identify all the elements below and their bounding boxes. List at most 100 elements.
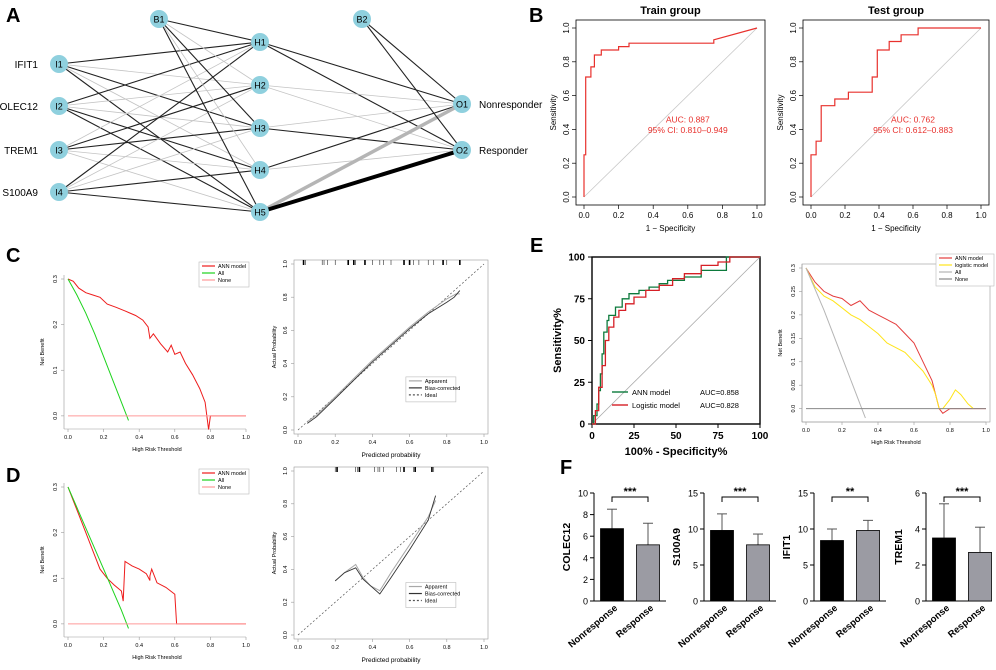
series-all bbox=[67, 486, 129, 629]
dca-dca_c: 0.0 0.2 0.4 0.6 0.8 1.0 0.0 0.1 0.2 0.3 High Risk … bbox=[40, 275, 250, 453]
legend-auc: AUC=0.858 bbox=[700, 388, 739, 397]
y-tick-label: 10 bbox=[798, 525, 808, 535]
y-tick-label: 0.0 bbox=[789, 191, 798, 203]
y-axis-label: Sensitivity bbox=[776, 94, 785, 130]
significance-stars: *** bbox=[956, 486, 970, 498]
network-edge bbox=[158, 18, 261, 86]
diagonal-reference bbox=[591, 256, 761, 425]
x-tick-label: 0.0 bbox=[294, 440, 302, 446]
y-tick-label: 0.2 bbox=[791, 311, 797, 319]
x-tick-label: 0.4 bbox=[648, 211, 660, 220]
chart-title: Test group bbox=[868, 5, 924, 17]
bias-corrected-curve bbox=[334, 495, 437, 595]
x-tick-label: 0.6 bbox=[406, 440, 414, 446]
legend-label: Ideal bbox=[425, 393, 437, 399]
network-panel: I1 IFIT1 I2 COLEC12 I3 TREM1 I4 S100A9 H1 H2 H3 H4 H… bbox=[0, 10, 543, 221]
network-edge bbox=[58, 41, 261, 193]
y-tick-label: 0.2 bbox=[283, 393, 289, 401]
x-tick-label: 0.0 bbox=[64, 643, 72, 649]
panel-label-f: F bbox=[560, 457, 572, 479]
y-axis-label: Actual Probability bbox=[272, 532, 278, 575]
network-edge bbox=[58, 84, 261, 193]
legend-label: All bbox=[218, 478, 224, 484]
x-category-label: Response bbox=[724, 603, 766, 641]
bar-nonresponse bbox=[820, 540, 844, 602]
network-edge bbox=[58, 41, 261, 65]
x-tick-label: 0.4 bbox=[369, 645, 377, 651]
output-node-label: O2 bbox=[456, 146, 468, 156]
significance-bracket bbox=[943, 496, 981, 502]
y-tick-label: 0.0 bbox=[562, 191, 571, 203]
y-tick-label: 0.2 bbox=[53, 529, 59, 537]
network-edge bbox=[259, 84, 463, 151]
apparent-curve bbox=[334, 500, 437, 592]
legend-auc: AUC=0.828 bbox=[700, 401, 739, 410]
network-edge bbox=[259, 84, 463, 105]
hidden-node-circle bbox=[251, 119, 269, 137]
series-ann-model bbox=[67, 278, 246, 430]
x-tick-label: 0.6 bbox=[682, 211, 694, 220]
x-tick-label: 1.0 bbox=[751, 211, 763, 220]
hidden-node-label: H4 bbox=[254, 166, 266, 176]
x-tick-label: 0.4 bbox=[135, 643, 143, 649]
bias-node-label: B1 bbox=[153, 15, 164, 25]
panel-label-d: D bbox=[6, 465, 20, 487]
auc-annotation: AUC: 0.887 bbox=[666, 115, 710, 125]
input-node-circle bbox=[50, 183, 68, 201]
y-tick-label: 0.0 bbox=[283, 631, 289, 639]
y-tick-label: 1.0 bbox=[283, 260, 289, 268]
x-tick-label: 1.0 bbox=[975, 211, 987, 220]
y-tick-label: 0 bbox=[583, 597, 588, 607]
x-axis-label: Predicted probability bbox=[362, 452, 422, 459]
bias-node-circle bbox=[150, 10, 168, 28]
auc-annotation: AUC: 0.762 bbox=[891, 115, 935, 125]
y-tick-label: 0.2 bbox=[53, 321, 59, 329]
network-edge bbox=[259, 102, 463, 214]
x-tick-label: 0.0 bbox=[294, 645, 302, 651]
y-tick-label: 0 bbox=[579, 420, 585, 431]
legend-label: Bias-corrected bbox=[425, 592, 460, 598]
network-edge bbox=[158, 18, 261, 129]
x-category-label: Response bbox=[946, 603, 988, 641]
y-tick-label: 6 bbox=[915, 489, 920, 499]
x-tick-label: 100 bbox=[752, 431, 769, 442]
series-all bbox=[805, 267, 866, 419]
bar-nonresponse bbox=[710, 530, 734, 602]
input-node-label: I2 bbox=[55, 102, 63, 112]
y-tick-label: 15 bbox=[688, 489, 698, 499]
hidden-node-label: H5 bbox=[254, 208, 266, 218]
x-tick-label: 0.6 bbox=[171, 643, 179, 649]
legend-label: Bias-corrected bbox=[425, 386, 460, 392]
x-tick-label: 0.8 bbox=[941, 211, 953, 220]
x-tick-label: 0.2 bbox=[100, 435, 108, 441]
legend-label: None bbox=[218, 278, 231, 284]
input-feature-label: IFIT1 bbox=[15, 60, 39, 71]
y-tick-label: 0.8 bbox=[789, 56, 798, 68]
x-category-label: Nonresponse bbox=[898, 603, 952, 650]
x-category-label: Nonresponse bbox=[786, 603, 840, 650]
bar-nonresponse bbox=[600, 528, 624, 602]
roc-roc_train: 0.0 0.0 0.2 0.2 0.4 0.4 0.6 0.6 0.8 0.8 1.0 1.0 Trai… bbox=[549, 5, 766, 233]
bar-response bbox=[746, 544, 770, 602]
x-tick-label: 0.8 bbox=[207, 643, 215, 649]
y-tick-label: 0.8 bbox=[562, 56, 571, 68]
x-category-label: Nonresponse bbox=[676, 603, 730, 650]
network-edge bbox=[361, 18, 463, 105]
x-axis-label: 1 − Specificity bbox=[646, 224, 696, 233]
y-tick-label: 0.2 bbox=[283, 598, 289, 606]
y-tick-label: 8 bbox=[583, 510, 588, 520]
series-ann-model bbox=[805, 267, 986, 414]
y-axis-label: Net Benefit bbox=[40, 546, 46, 574]
roc-roc_test: 0.0 0.0 0.2 0.2 0.4 0.4 0.6 0.6 0.8 0.8 1.0 1.0 Test… bbox=[776, 5, 990, 233]
input-node-circle bbox=[50, 97, 68, 115]
y-tick-label: 15 bbox=[798, 489, 808, 499]
network-edge bbox=[58, 105, 261, 213]
chart-title: Train group bbox=[640, 5, 701, 17]
y-tick-label: 100 bbox=[568, 253, 585, 264]
dca-dca_e: 0.0 0.2 0.4 0.6 0.8 1.0 0.0 0.05 0.1 0.15 0.2 0.25 0… bbox=[778, 263, 991, 446]
plot-frame bbox=[801, 263, 991, 423]
legend-label: ANN model bbox=[955, 256, 983, 262]
